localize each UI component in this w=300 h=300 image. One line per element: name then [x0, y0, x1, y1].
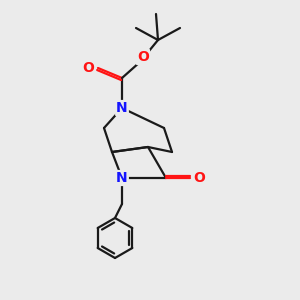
- Text: N: N: [116, 101, 128, 115]
- Text: O: O: [137, 50, 149, 64]
- Text: N: N: [116, 171, 128, 185]
- Text: O: O: [193, 171, 205, 185]
- Text: O: O: [82, 61, 94, 75]
